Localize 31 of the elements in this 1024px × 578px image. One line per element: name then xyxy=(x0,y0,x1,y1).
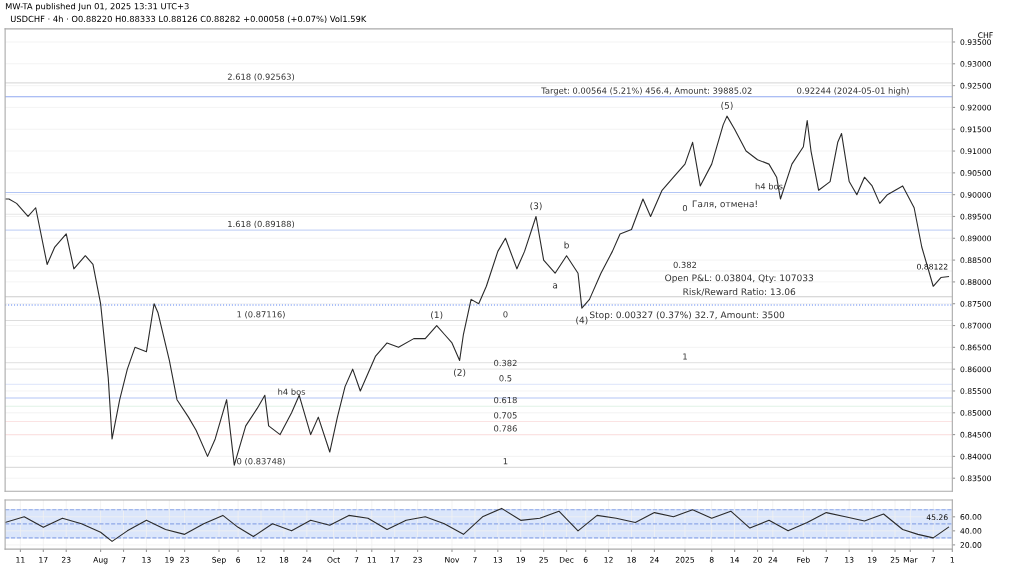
annotation: 1 (0.87116) xyxy=(237,311,285,319)
annotation: 0 (0.83748) xyxy=(237,457,285,466)
annotation: a xyxy=(552,283,558,289)
annotation: 0.5 xyxy=(499,375,512,382)
annotation: (2) xyxy=(454,368,466,377)
annotation: 0.92244 (2024-05-01 high) xyxy=(797,87,909,96)
annotation: 1.618 (0.89188) xyxy=(228,220,295,229)
annotation: (1) xyxy=(431,311,443,320)
annotation: 0.382 xyxy=(494,359,517,367)
annotation: 0.786 xyxy=(494,425,517,432)
annotation: (5) xyxy=(721,101,733,110)
annotation: Stop: 0.00327 (0.37%) 32.7, Amount: 3500 xyxy=(589,311,785,320)
annotation: (4) xyxy=(576,316,588,325)
annotation: 0.705 xyxy=(494,412,517,419)
chart-subtitle: USDCHF · 4h · O0.88220 H0.88333 L0.88126 C0.88282 +0.00058 (+0.07%) Vol1.59K xyxy=(10,15,367,24)
annotation: 1 xyxy=(503,458,508,465)
annotation: 0.618 xyxy=(494,396,517,404)
annotation: 0 xyxy=(682,204,688,212)
annotation: 0.382 xyxy=(673,261,697,268)
annotation: h4 bos xyxy=(278,388,306,395)
annotation: Risk/Reward Ratio: 13.06 xyxy=(683,288,796,296)
line-series xyxy=(5,115,950,466)
annotation: b xyxy=(564,241,569,249)
annotation: Open P&L: 0.03804, Qty: 107033 xyxy=(665,274,814,283)
chart-title: MW-TA published Jun 01, 2025 13:31 UTC+3 xyxy=(5,2,189,11)
annotation: Target: 0.00564 (5.21%) 456.4, Amount: 39885.02 xyxy=(541,87,752,96)
annotation: Галя, отмена! xyxy=(692,200,757,209)
annotation: 2.618 (0.92563) xyxy=(227,73,295,81)
annotation: (3) xyxy=(530,202,542,211)
annotation: 1 xyxy=(683,353,687,360)
annotation: 0 xyxy=(503,311,508,318)
